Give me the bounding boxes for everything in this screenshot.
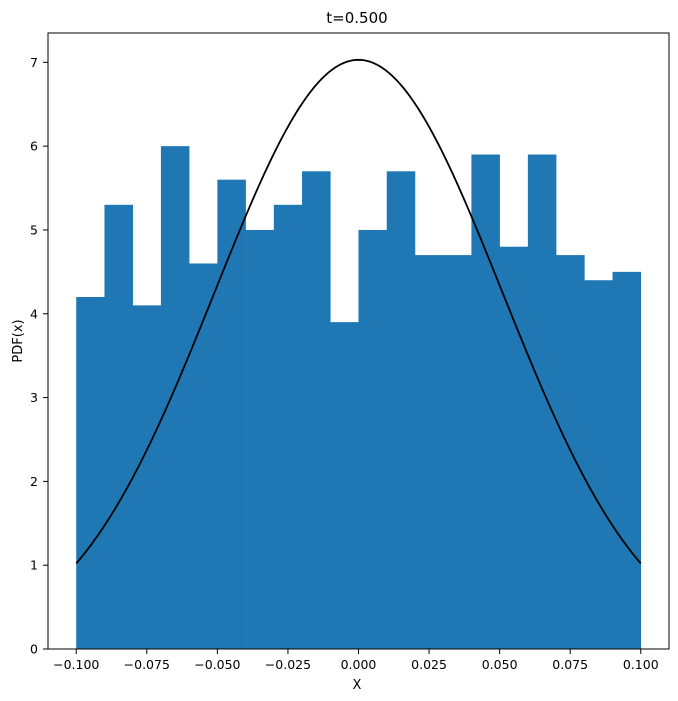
histogram-bars: [76, 146, 642, 650]
histogram-bar: [245, 229, 275, 649]
histogram-bar: [330, 322, 359, 649]
histogram-bar: [273, 204, 303, 650]
histogram-bar: [414, 255, 444, 649]
x-tick-label: 0.025: [411, 657, 447, 672]
x-tick-label: 0.075: [552, 657, 588, 672]
histogram-bar: [160, 146, 190, 649]
y-tick-label: 7: [30, 55, 38, 70]
chart-title: t=0.500: [326, 9, 387, 27]
pdf-curve: [75, 58, 642, 565]
x-tick-label: 0.100: [623, 657, 659, 672]
x-tick-label: 0.000: [341, 657, 377, 672]
histogram-bar: [132, 305, 162, 649]
histogram-bar: [471, 154, 500, 649]
histogram-bar: [584, 280, 613, 649]
y-tick-label: 2: [30, 474, 38, 489]
histogram-bar: [302, 171, 331, 650]
y-tick-label: 4: [30, 306, 38, 321]
y-axis-ticks: 0 1 2 3 4 5 6 7: [30, 55, 48, 657]
x-tick-label: −0.100: [53, 657, 99, 672]
x-axis-ticks: −0.100 −0.075 −0.050 −0.025 0.000 0.025 0.050 0…: [53, 649, 659, 672]
histogram-bar: [612, 271, 642, 649]
x-tick-label: −0.025: [265, 657, 311, 672]
histogram-bar: [189, 263, 218, 649]
histogram-bar: [358, 229, 388, 649]
y-tick-label: 3: [30, 390, 38, 405]
x-tick-label: −0.050: [194, 657, 240, 672]
y-axis-title: PDF(x): [11, 319, 26, 362]
histogram-bar: [217, 179, 246, 649]
histogram-bar: [499, 246, 529, 649]
x-axis-title: X: [353, 678, 362, 693]
y-tick-label: 1: [30, 558, 38, 573]
y-tick-label: 6: [30, 139, 38, 154]
x-tick-label: −0.075: [124, 657, 170, 672]
histogram-bar: [104, 204, 133, 650]
x-tick-label: 0.050: [482, 657, 518, 672]
histogram-bar: [527, 154, 557, 649]
histogram-bar: [76, 297, 105, 649]
histogram-bar: [386, 171, 416, 650]
histogram-bar: [443, 255, 472, 649]
y-tick-label: 5: [30, 222, 38, 237]
y-tick-label: 0: [30, 642, 38, 657]
